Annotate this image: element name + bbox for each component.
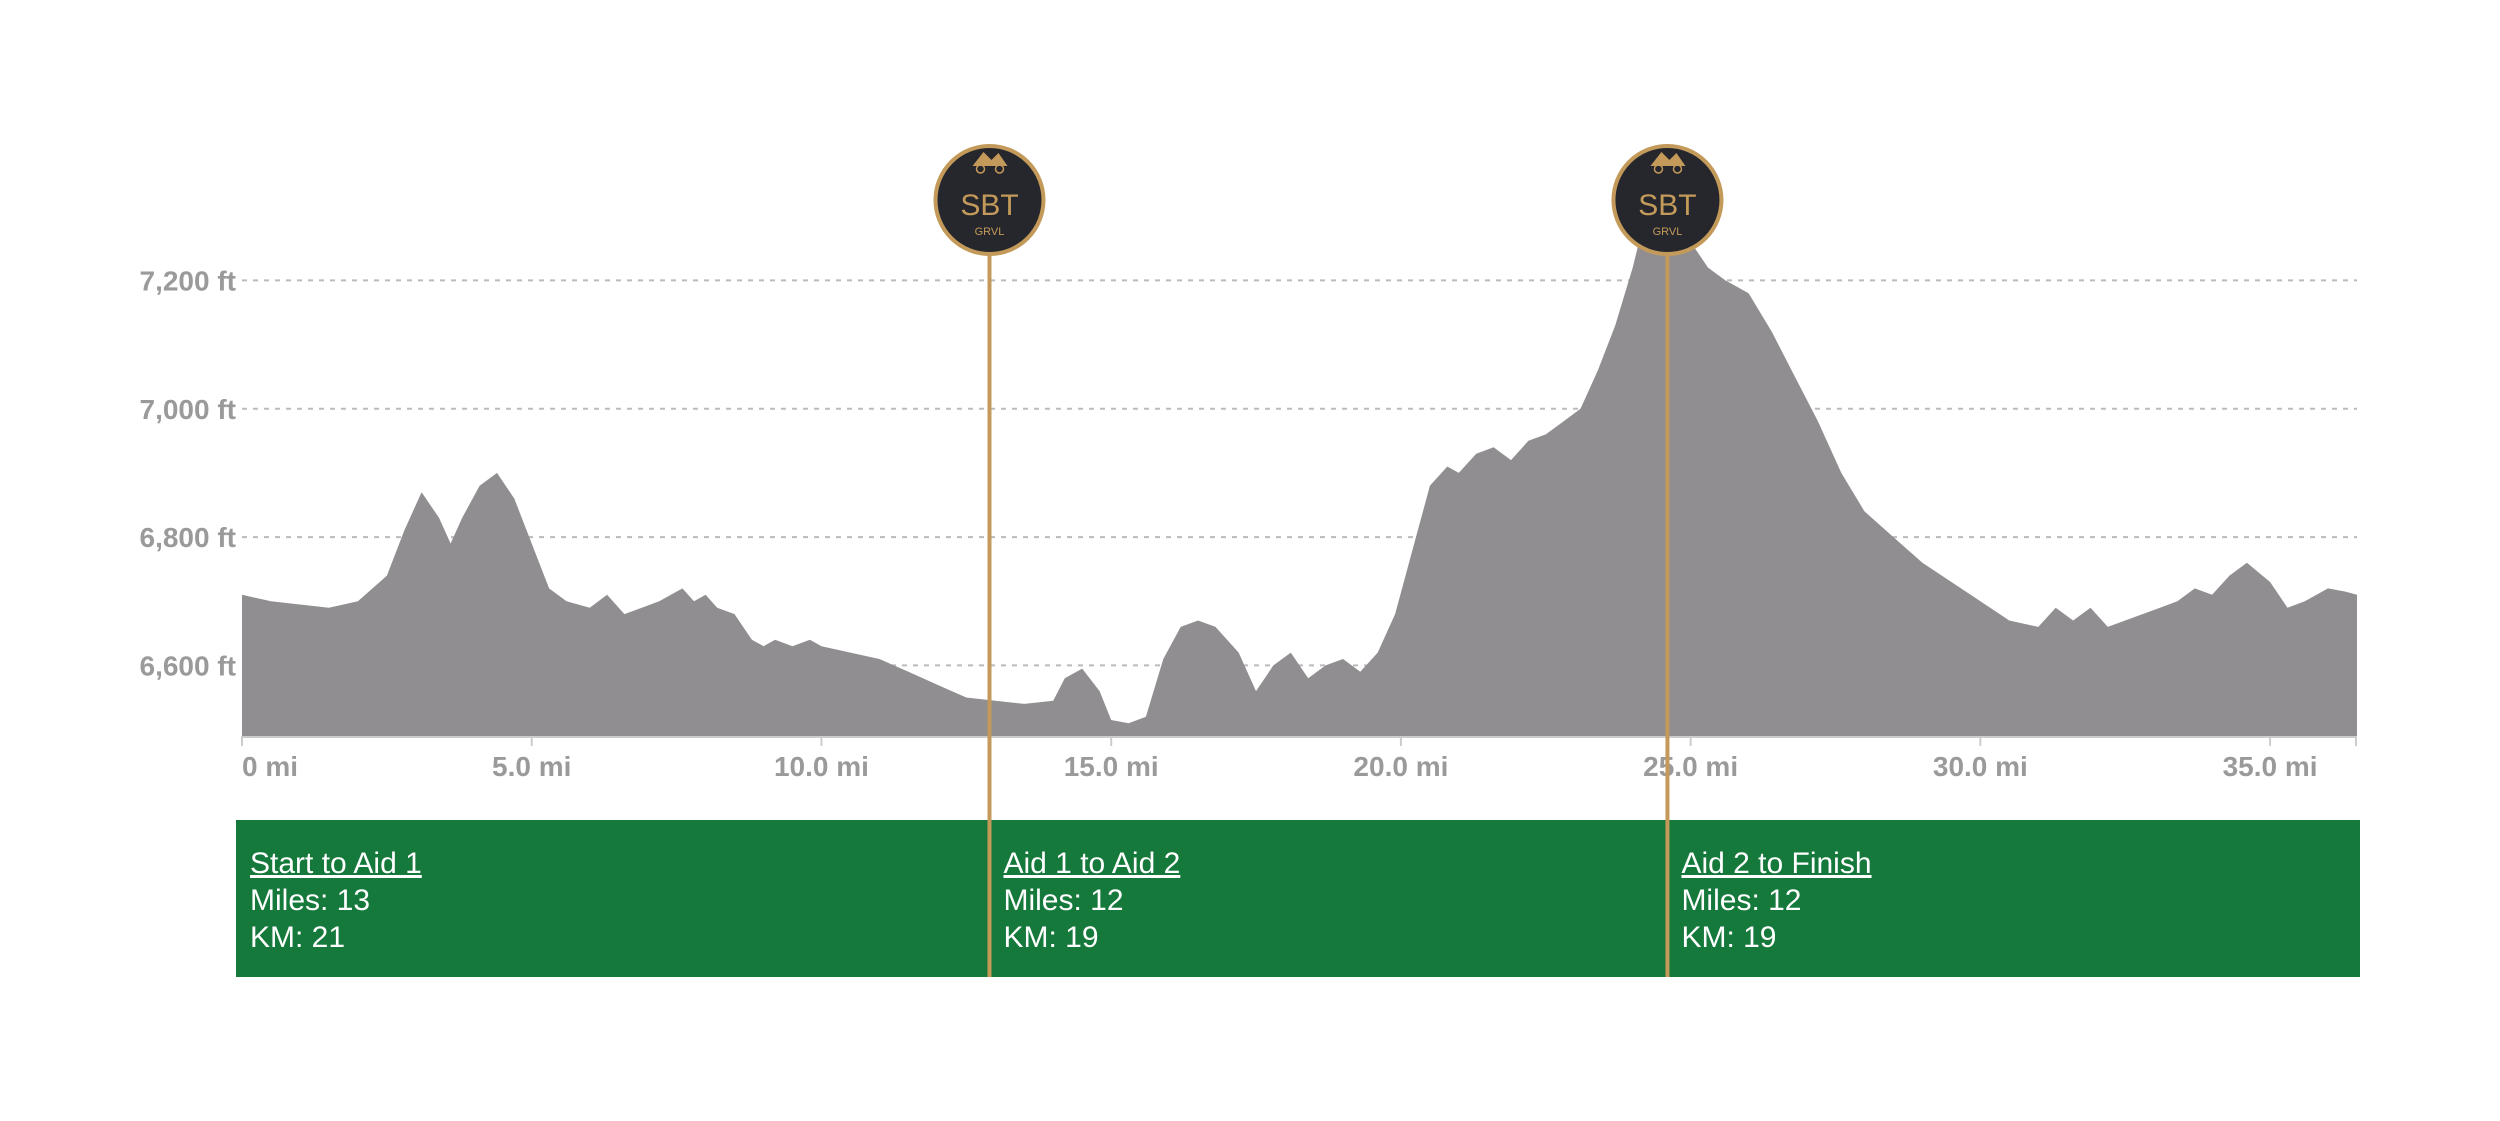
x-tick-label: 5.0 mi — [492, 751, 571, 782]
segment-km: KM: 19 — [1681, 921, 1776, 954]
segment-band-background — [236, 820, 2360, 977]
segment-km: KM: 21 — [250, 921, 345, 954]
segment-title: Start to Aid 1 — [250, 847, 422, 880]
badge-subtext: GRVL — [975, 226, 1005, 238]
x-tick-label: 30.0 mi — [1933, 751, 2028, 782]
aid-marker-badge: SBT GRVL — [933, 144, 1046, 256]
x-tick-label: 20.0 mi — [1353, 751, 1448, 782]
aid-marker-badge: SBT GRVL — [1611, 144, 1724, 256]
segment-title: Aid 1 to Aid 2 — [1003, 847, 1180, 880]
x-tick-label: 25.0 mi — [1643, 751, 1738, 782]
x-tick-label: 15.0 mi — [1064, 751, 1159, 782]
y-tick-label: 6,800 ft — [140, 522, 237, 553]
bike-wheel-icon — [1672, 164, 1683, 174]
aid-markers: SBT GRVL SBT GRVL — [933, 144, 1724, 977]
segment-miles: Miles: 13 — [250, 884, 370, 917]
badge-subtext: GRVL — [1653, 226, 1683, 238]
axes: 6,600 ft 6,800 ft 7,000 ft 7,200 ft 0 mi 5.0 … — [140, 265, 2357, 782]
bike-wheel-icon — [1653, 164, 1664, 174]
badge-text: SBT — [1638, 189, 1696, 222]
bike-wheel-icon — [975, 164, 986, 174]
mountain-bike-logo-icon — [1650, 152, 1686, 166]
x-tick-label: 0 mi — [242, 751, 298, 782]
mountain-bike-logo-icon — [972, 152, 1008, 166]
elevation-area-group — [242, 164, 2357, 736]
badge-circle — [1611, 144, 1724, 256]
y-tick-label: 7,200 ft — [140, 265, 237, 296]
segment-miles: Miles: 12 — [1681, 884, 1801, 917]
y-tick-label: 6,600 ft — [140, 650, 237, 681]
segment-title: Aid 2 to Finish — [1681, 847, 1871, 880]
elevation-area — [242, 164, 2357, 736]
segment-band: Start to Aid 1 Miles: 13 KM: 21 Aid 1 to Ai… — [236, 820, 2360, 977]
x-tick-label: 35.0 mi — [2223, 751, 2318, 782]
x-tick-label: 10.0 mi — [774, 751, 869, 782]
bike-wheel-icon — [994, 164, 1005, 174]
badge-circle — [933, 144, 1046, 256]
segment-miles: Miles: 12 — [1003, 884, 1123, 917]
segment-km: KM: 19 — [1003, 921, 1098, 954]
y-tick-label: 7,000 ft — [140, 394, 237, 425]
badge-text: SBT — [960, 189, 1018, 222]
